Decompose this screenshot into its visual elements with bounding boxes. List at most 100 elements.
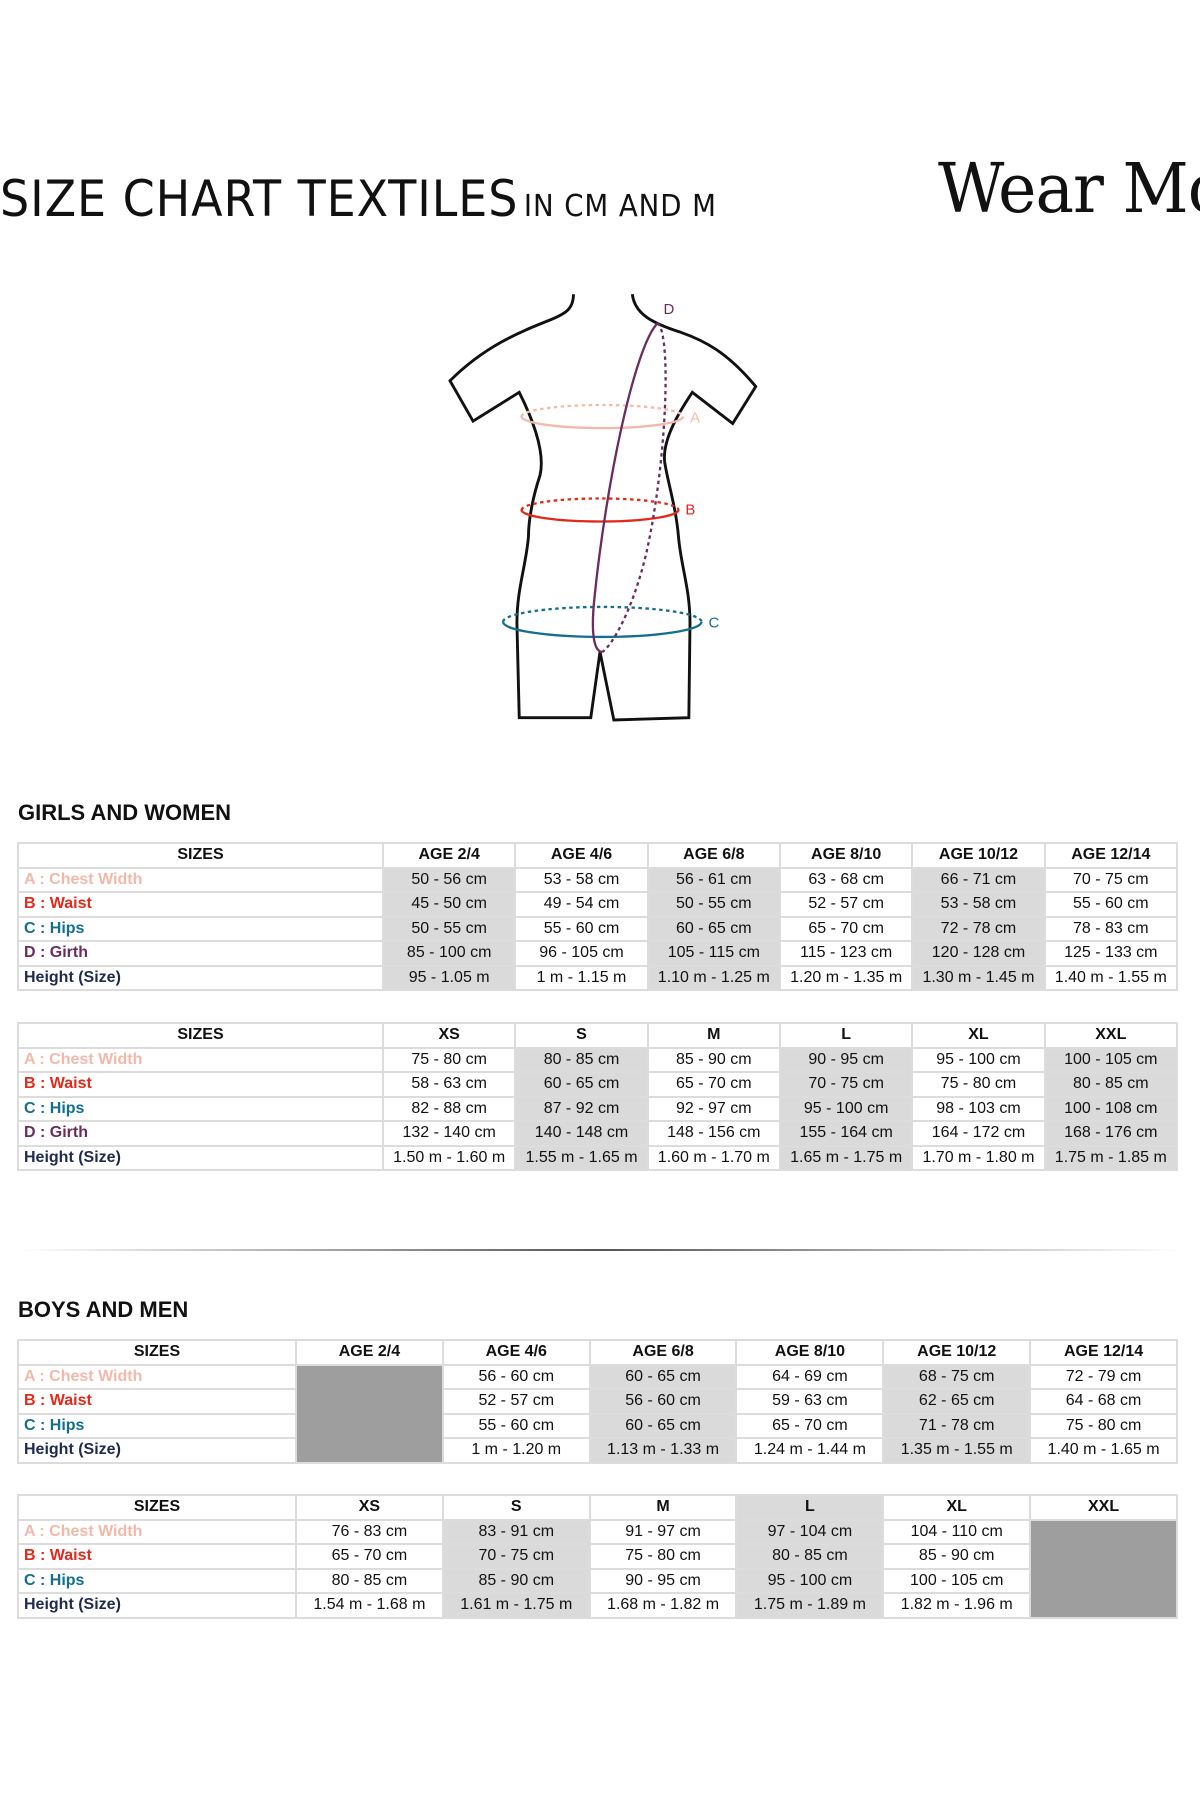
column-header: M <box>646 1022 781 1049</box>
table-cell: 60 - 65 cm <box>514 1071 649 1098</box>
chest-line-front <box>520 416 685 430</box>
table-row: Height (Size) 1.54 m - 1.68 m 1.61 m - 1.7… <box>17 1592 1177 1619</box>
table-cell: 92 - 97 cm <box>646 1095 781 1122</box>
table-cell: 1.61 m - 1.75 m <box>441 1592 591 1619</box>
table-cell: 120 - 128 cm <box>911 940 1046 967</box>
table-row: D : Girth 132 - 140 cm 140 - 148 cm 148 - 1… <box>17 1120 1179 1147</box>
table-row: D : Girth 85 - 100 cm 96 - 105 cm 105 - 115… <box>17 940 1179 967</box>
column-header: AGE 6/8 <box>646 842 781 869</box>
table-cell: 78 - 83 cm <box>1043 915 1179 942</box>
waist-line-front <box>520 509 680 523</box>
table-cell: 1.68 m - 1.82 m <box>588 1592 738 1619</box>
row-label: A : Chest Width <box>17 1518 297 1545</box>
table-cell: 1 m - 1.15 m <box>514 964 649 991</box>
table-cell: 132 - 140 cm <box>381 1120 517 1147</box>
table-cell: 125 - 133 cm <box>1043 940 1179 967</box>
table-cell: 85 - 90 cm <box>646 1046 781 1073</box>
table-cell: 100 - 105 cm <box>1043 1046 1179 1073</box>
table-cell: 1.40 m - 1.55 m <box>1043 964 1179 991</box>
girls-age-size-table: SIZES AGE 2/4 AGE 4/6 AGE 6/8 AGE 8/10 AGE 10… <box>17 842 1179 991</box>
column-header: AGE 4/6 <box>441 1339 591 1366</box>
column-header: S <box>441 1494 591 1521</box>
column-header: SIZES <box>17 1339 297 1366</box>
table-cell: 45 - 50 cm <box>381 891 517 918</box>
header-row: SIZES XS S M L XL XXL <box>17 1022 1179 1049</box>
table-cell: 85 - 100 cm <box>381 940 517 967</box>
row-label: A : Chest Width <box>17 866 384 893</box>
column-header: AGE 2/4 <box>295 1339 444 1366</box>
table-cell: 80 - 85 cm <box>295 1567 444 1594</box>
table-cell: 96 - 105 cm <box>514 940 649 967</box>
table-cell: 56 - 60 cm <box>441 1363 591 1390</box>
table-cell: 75 - 80 cm <box>911 1071 1046 1098</box>
row-label: C : Hips <box>17 915 384 942</box>
table-cell: 95 - 100 cm <box>911 1046 1046 1073</box>
table-row: A : Chest Width 76 - 83 cm 83 - 91 cm 91 - … <box>17 1518 1178 1619</box>
body-outline <box>448 293 758 722</box>
boys-age-size-table: SIZES AGE 2/4 AGE 4/6 AGE 6/8 AGE 8/10 AGE 10… <box>17 1339 1178 1464</box>
table-cell: 70 - 75 cm <box>778 1071 914 1098</box>
table-cell: 91 - 97 cm <box>588 1518 738 1545</box>
table-cell: 50 - 55 cm <box>381 915 517 942</box>
table-cell: 1.75 m - 1.89 m <box>735 1592 885 1619</box>
table-row: C : Hips 80 - 85 cm 85 - 90 cm 90 - 95 cm 95… <box>17 1567 1177 1594</box>
table-cell: 80 - 85 cm <box>1043 1071 1179 1098</box>
table-cell: 62 - 65 cm <box>882 1388 1032 1415</box>
row-label: D : Girth <box>17 1120 384 1147</box>
table-cell: 1.13 m - 1.33 m <box>588 1437 738 1464</box>
column-header: AGE 10/12 <box>882 1339 1032 1366</box>
section-title-girls: GIRLS AND WOMEN <box>18 800 232 825</box>
header-row: SIZES AGE 2/4 AGE 4/6 AGE 6/8 AGE 8/10 AGE 10… <box>17 1339 1178 1366</box>
column-header: AGE 8/10 <box>735 1339 885 1366</box>
table-cell: 95 - 100 cm <box>778 1095 914 1122</box>
table-cell: 100 - 105 cm <box>882 1567 1032 1594</box>
unavailable-cell <box>1029 1518 1178 1619</box>
column-header: XXL <box>1043 1022 1179 1049</box>
row-label: C : Hips <box>17 1095 384 1122</box>
table-cell: 70 - 75 cm <box>441 1543 591 1570</box>
column-header: XS <box>381 1022 517 1049</box>
row-label: A : Chest Width <box>17 1363 297 1390</box>
row-label: B : Waist <box>17 1543 297 1570</box>
table-cell: 65 - 70 cm <box>646 1071 781 1098</box>
table-cell: 97 - 104 cm <box>735 1518 885 1545</box>
column-header: XL <box>911 1022 1046 1049</box>
column-header: SIZES <box>17 1494 297 1521</box>
table-cell: 60 - 65 cm <box>588 1412 738 1439</box>
row-label: D : Girth <box>17 940 384 967</box>
table-cell: 72 - 78 cm <box>911 915 1046 942</box>
table-cell: 1.65 m - 1.75 m <box>778 1144 914 1171</box>
table-cell: 60 - 65 cm <box>588 1363 738 1390</box>
table-cell: 82 - 88 cm <box>381 1095 517 1122</box>
table-cell: 1.54 m - 1.68 m <box>295 1592 444 1619</box>
label-d: D <box>663 301 674 318</box>
table-cell: 52 - 57 cm <box>778 891 914 918</box>
table-cell: 53 - 58 cm <box>514 866 649 893</box>
table-cell: 55 - 60 cm <box>441 1412 591 1439</box>
table-cell: 1.10 m - 1.25 m <box>646 964 781 991</box>
table-cell: 60 - 65 cm <box>646 915 781 942</box>
table-cell: 71 - 78 cm <box>882 1412 1032 1439</box>
row-label: Height (Size) <box>17 1144 384 1171</box>
table-cell: 65 - 70 cm <box>295 1543 444 1570</box>
table-cell: 55 - 60 cm <box>514 915 649 942</box>
table-cell: 80 - 85 cm <box>514 1046 649 1073</box>
table-cell: 58 - 63 cm <box>381 1071 517 1098</box>
table-cell: 1.30 m - 1.45 m <box>911 964 1046 991</box>
table-cell: 1.60 m - 1.70 m <box>646 1144 781 1171</box>
women-size-table: SIZES XS S M L XL XXL A : Chest Width 75 - 80 cm… <box>17 1022 1179 1171</box>
column-header: AGE 6/8 <box>588 1339 738 1366</box>
table-cell: 140 - 148 cm <box>514 1120 649 1147</box>
table-cell: 66 - 71 cm <box>911 866 1046 893</box>
table-cell: 75 - 80 cm <box>381 1046 517 1073</box>
table-cell: 100 - 108 cm <box>1043 1095 1179 1122</box>
header-row: SIZES XS S M L XL XXL <box>17 1494 1178 1521</box>
column-header: L <box>735 1494 885 1521</box>
table-cell: 1 m - 1.20 m <box>441 1437 591 1464</box>
column-header: AGE 4/6 <box>514 842 649 869</box>
table-cell: 55 - 60 cm <box>1043 891 1179 918</box>
table-cell: 64 - 68 cm <box>1029 1388 1178 1415</box>
column-header: SIZES <box>17 1022 384 1049</box>
table-row: B : Waist 65 - 70 cm 70 - 75 cm 75 - 80 cm 8… <box>17 1543 1177 1570</box>
table-row: C : Hips 82 - 88 cm 87 - 92 cm 92 - 97 cm 95… <box>17 1095 1179 1122</box>
